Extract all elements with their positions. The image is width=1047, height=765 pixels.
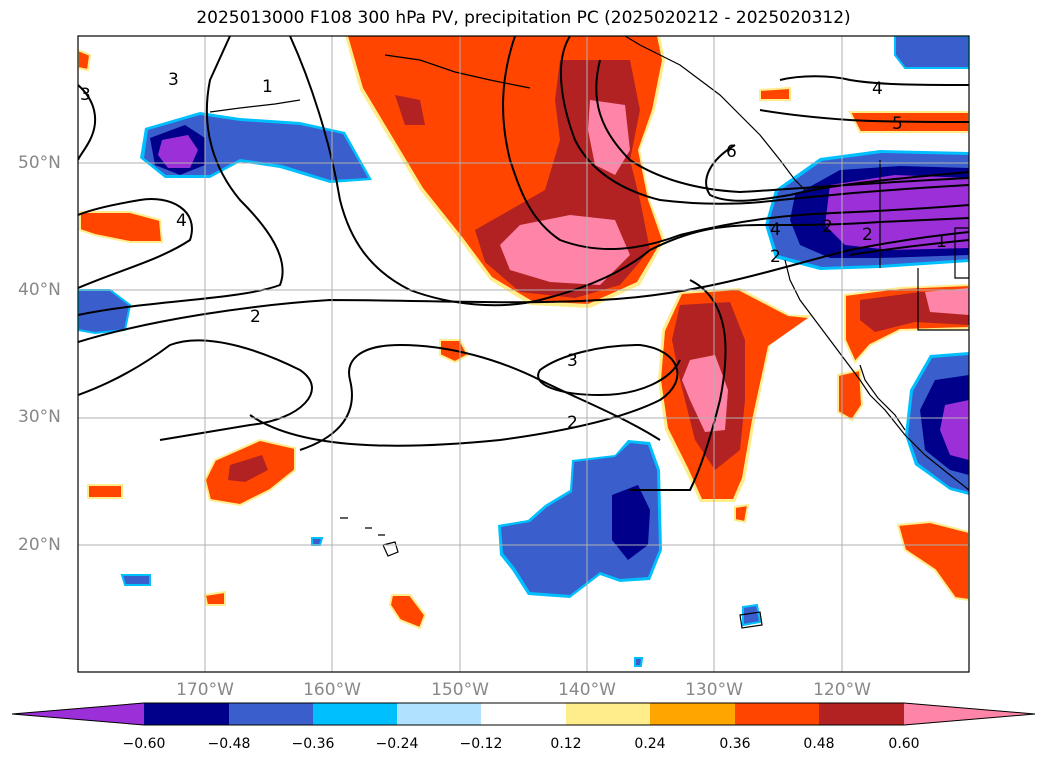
contour-label: 1	[936, 232, 947, 252]
colorbar-swatch	[650, 703, 735, 725]
contour-label: 5	[892, 114, 903, 134]
lon-label: 160°W	[303, 680, 361, 700]
lon-label: 170°W	[176, 680, 234, 700]
colorbar-swatch	[819, 703, 904, 725]
contour-label: 2	[770, 247, 781, 267]
colorbar-tick: −0.24	[375, 736, 419, 752]
colorbar-tick: 0.60	[888, 736, 920, 752]
lon-label: 120°W	[813, 680, 871, 700]
colorbar-extend-left	[12, 703, 144, 725]
contour-label: 1	[262, 77, 273, 97]
contour-label: 2	[250, 307, 261, 327]
contour-label: 2	[567, 413, 578, 433]
map-border	[77, 35, 970, 673]
colorbar-tick: −0.36	[291, 736, 335, 752]
colorbar-outline	[11, 702, 1036, 726]
lon-label: 140°W	[558, 680, 616, 700]
coastlines	[209, 36, 969, 629]
colorbar-tick: −0.12	[459, 736, 503, 752]
colorbar-tick: 0.12	[550, 736, 582, 752]
contour-label: 4	[770, 220, 781, 240]
lat-label: 30°N	[18, 407, 61, 427]
contour-label: 3	[168, 70, 179, 90]
lat-label: 40°N	[18, 280, 61, 300]
colorbar-tick: −0.48	[207, 736, 251, 752]
lon-label: 130°W	[685, 680, 743, 700]
contour-label: 2	[862, 225, 873, 245]
pv-contours	[78, 36, 969, 491]
contour-label: 3	[80, 85, 91, 105]
colorbar-tick: 0.24	[634, 736, 666, 752]
colorbar-extend-right	[904, 703, 1035, 725]
colorbar-swatch	[735, 703, 819, 725]
lon-label: 150°W	[431, 680, 489, 700]
colorbar	[11, 702, 1036, 726]
contour-label: 6	[726, 142, 737, 162]
lat-label: 20°N	[18, 535, 61, 555]
precip-positive-small-patches	[78, 48, 969, 630]
colorbar-tick: −0.60	[122, 736, 166, 752]
colorbar-tick: 0.36	[719, 736, 751, 752]
colorbar-swatch	[229, 703, 313, 725]
contour-label: 4	[872, 79, 883, 99]
contour-labels: 3 1 4 2 2 3 2 4 5 6 4 2 2 1 3	[80, 70, 947, 433]
precip-negative-subtropical	[498, 440, 662, 598]
colorbar-swatch	[313, 703, 397, 725]
chart-title: 2025013000 F108 300 hPa PV, precipitatio…	[196, 8, 851, 28]
contour-label: 3	[567, 351, 578, 371]
contour-label: 4	[176, 211, 187, 231]
graticule	[78, 36, 969, 672]
colorbar-swatch	[481, 703, 566, 725]
contour-label: 2	[822, 217, 833, 237]
colorbar-tick: 0.48	[803, 736, 835, 752]
lat-label: 50°N	[18, 153, 61, 173]
colorbar-swatch	[566, 703, 650, 725]
colorbar-swatch	[144, 703, 229, 725]
precip-positive-north-band	[345, 36, 665, 308]
colorbar-swatch	[397, 703, 481, 725]
precip-positive-central	[658, 288, 812, 502]
precip-negative-southeast	[120, 352, 969, 667]
